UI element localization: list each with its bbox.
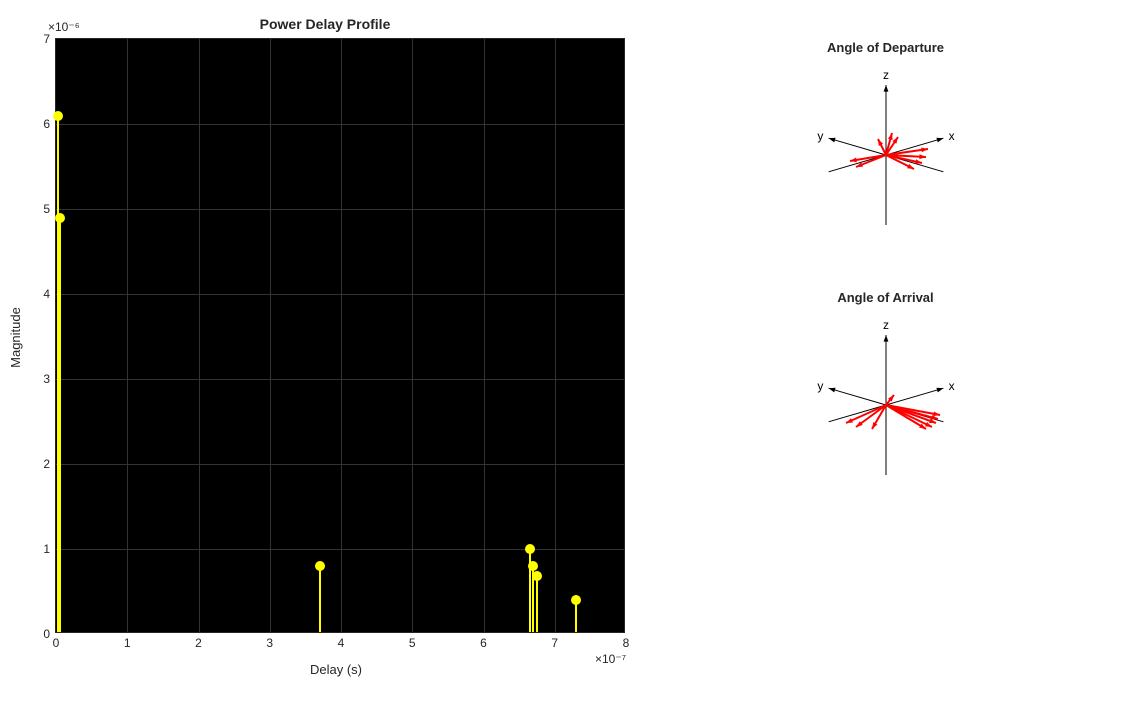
y-tick: 2 xyxy=(43,457,50,471)
pdp-ylabel: Magnitude xyxy=(8,307,23,368)
stem-marker xyxy=(525,544,535,554)
stem-marker xyxy=(528,561,538,571)
y-gridline xyxy=(56,379,624,380)
y-tick: 3 xyxy=(43,372,50,386)
aod-title: Angle of Departure xyxy=(776,40,996,55)
y-tick: 1 xyxy=(43,542,50,556)
y-gridline xyxy=(56,549,624,550)
x-gridline xyxy=(484,39,485,632)
stem-marker xyxy=(315,561,325,571)
y-gridline xyxy=(56,464,624,465)
stem-marker xyxy=(571,595,581,605)
x-tick: 4 xyxy=(338,636,345,650)
pdp-title: Power Delay Profile xyxy=(260,16,391,32)
stem xyxy=(59,216,61,633)
x-tick: 6 xyxy=(480,636,487,650)
pdp-x-exponent: ×10⁻⁷ xyxy=(595,652,626,666)
x-gridline xyxy=(341,39,342,632)
x-tick: 8 xyxy=(623,636,630,650)
pdp-panel: Power Delay Profile ×10⁻⁶ 01234567801234… xyxy=(0,0,650,701)
y-tick: 4 xyxy=(43,287,50,301)
x-gridline xyxy=(270,39,271,632)
figure-container: Power Delay Profile ×10⁻⁶ 01234567801234… xyxy=(0,0,1121,701)
svg-text:z: z xyxy=(883,318,889,332)
angle-panels: Angle of Departure x y z Angle of Arrival … xyxy=(650,0,1121,701)
x-tick: 7 xyxy=(551,636,558,650)
x-tick: 5 xyxy=(409,636,416,650)
y-gridline xyxy=(56,294,624,295)
pdp-plot-area: 01234567801234567 xyxy=(55,38,625,633)
svg-text:x: x xyxy=(948,129,954,143)
stem-marker xyxy=(532,571,542,581)
svg-text:y: y xyxy=(817,129,823,143)
y-tick: 7 xyxy=(43,32,50,46)
svg-text:x: x xyxy=(948,379,954,393)
aoa-svg: x y z xyxy=(776,315,996,495)
stem-marker xyxy=(55,213,65,223)
y-tick: 5 xyxy=(43,202,50,216)
stem xyxy=(529,547,531,632)
x-gridline xyxy=(199,39,200,632)
x-tick: 0 xyxy=(53,636,60,650)
stem xyxy=(536,574,538,632)
x-tick: 1 xyxy=(124,636,131,650)
pdp-y-exponent: ×10⁻⁶ xyxy=(48,20,80,34)
stem-marker xyxy=(53,111,63,121)
y-gridline xyxy=(56,209,624,210)
pdp-xlabel: Delay (s) xyxy=(310,662,362,677)
y-gridline xyxy=(56,124,624,125)
aoa-title: Angle of Arrival xyxy=(776,290,996,305)
y-tick: 0 xyxy=(43,627,50,641)
x-tick: 3 xyxy=(266,636,273,650)
aod-panel: Angle of Departure x y z xyxy=(776,40,996,240)
aod-svg: x y z xyxy=(776,65,996,245)
x-tick: 2 xyxy=(195,636,202,650)
aoa-panel: Angle of Arrival x y z xyxy=(776,290,996,490)
stem xyxy=(319,564,321,632)
x-gridline xyxy=(127,39,128,632)
y-tick: 6 xyxy=(43,117,50,131)
svg-text:z: z xyxy=(883,68,889,82)
svg-text:y: y xyxy=(817,379,823,393)
x-gridline xyxy=(555,39,556,632)
x-gridline xyxy=(412,39,413,632)
